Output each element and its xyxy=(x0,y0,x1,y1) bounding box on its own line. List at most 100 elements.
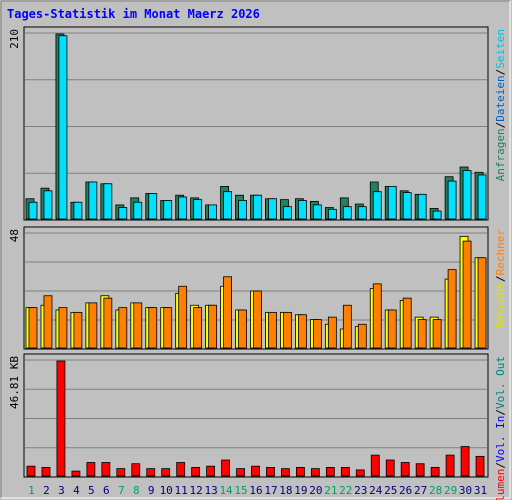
x-tick-label-day-27: 27 xyxy=(414,484,427,497)
x-tick-label-day-2: 2 xyxy=(43,484,50,497)
bar-rechner-day-23 xyxy=(357,323,367,349)
bar-dateien-day-4 xyxy=(73,201,83,220)
bar-rechner-day-30 xyxy=(462,240,472,349)
x-tick-label-day-14: 14 xyxy=(219,484,233,497)
panel-requests-legend: Anfragen/Dateien/Seiten xyxy=(494,29,507,181)
panel-volume-max-label: 46.81 KB xyxy=(8,356,21,409)
legend-entry-seiten: Seiten xyxy=(494,29,507,69)
bar-dateien-day-18 xyxy=(283,206,292,220)
legend-entry-rechner: Rechner xyxy=(494,229,507,276)
legend-separator: / xyxy=(494,275,507,282)
x-tick-label-day-3: 3 xyxy=(58,484,65,497)
bar-volumen-day-22 xyxy=(340,467,350,477)
bar-volumen-day-24 xyxy=(370,454,380,477)
bar-dateien-day-20 xyxy=(312,204,322,220)
x-tick-label-day-24: 24 xyxy=(369,484,383,497)
bar-volumen-day-17 xyxy=(266,467,275,477)
x-tick-label-day-12: 12 xyxy=(190,484,203,497)
x-tick-label-day-20: 20 xyxy=(309,484,322,497)
bar-volumen-day-18 xyxy=(281,468,290,477)
x-tick-label-day-22: 22 xyxy=(339,484,352,497)
bar-volumen-day-26 xyxy=(400,462,410,477)
bar-volumen-day-1 xyxy=(26,465,36,477)
bar-rechner-day-29 xyxy=(447,269,457,349)
bar-dateien-day-24 xyxy=(372,191,382,220)
bar-rechner-day-3 xyxy=(58,307,68,349)
bar-volumen-day-21 xyxy=(325,467,335,477)
bar-dateien-day-10 xyxy=(163,200,173,220)
bar-rechner-day-12 xyxy=(193,307,203,349)
bar-dateien-day-16 xyxy=(253,194,262,220)
bar-dateien-day-7 xyxy=(118,207,128,220)
bar-dateien-day-14 xyxy=(223,191,232,220)
legend-separator: / xyxy=(494,69,507,76)
x-tick-label-day-26: 26 xyxy=(399,484,412,497)
legend-entry-volout: Vol. Out xyxy=(494,356,507,409)
legend-entry-besuche: Besuche xyxy=(494,282,507,328)
bar-rechner-day-18 xyxy=(283,311,292,349)
bar-rechner-day-17 xyxy=(268,311,277,349)
bar-volumen-day-16 xyxy=(251,465,260,477)
x-tick-label-day-4: 4 xyxy=(73,484,80,497)
bar-volumen-day-20 xyxy=(310,468,320,477)
bar-volumen-day-28 xyxy=(430,467,440,477)
bar-dateien-day-17 xyxy=(268,198,277,220)
bar-dateien-day-28 xyxy=(432,210,442,220)
x-tick-label-day-15: 15 xyxy=(234,484,247,497)
bar-dateien-day-22 xyxy=(342,206,352,220)
bar-dateien-day-11 xyxy=(178,196,188,220)
x-tick-label-day-29: 29 xyxy=(444,484,457,497)
panel-visits-legend: Besuche/Rechner xyxy=(494,229,507,329)
bar-volumen-day-15 xyxy=(236,468,245,477)
x-tick-label-day-13: 13 xyxy=(204,484,217,497)
bar-volumen-day-23 xyxy=(355,469,365,477)
x-tick-label-day-9: 9 xyxy=(148,484,155,497)
bar-rechner-day-16 xyxy=(253,290,262,349)
bar-dateien-day-3 xyxy=(58,35,68,220)
x-tick-label-day-7: 7 xyxy=(118,484,125,497)
bar-rechner-day-15 xyxy=(238,309,247,349)
panel-visits-max-label: 48 xyxy=(8,229,21,242)
bar-rechner-day-28 xyxy=(432,319,442,349)
x-tick-label-day-30: 30 xyxy=(459,484,472,497)
bar-dateien-day-1 xyxy=(28,201,38,220)
bar-rechner-day-7 xyxy=(118,307,128,349)
bar-dateien-day-5 xyxy=(88,181,98,220)
x-tick-label-day-11: 11 xyxy=(175,484,188,497)
bar-dateien-day-23 xyxy=(357,206,367,220)
legend-separator: / xyxy=(494,462,507,469)
bar-volumen-day-6 xyxy=(101,462,111,477)
panel-requests-max-label: 210 xyxy=(8,29,21,49)
x-tick-label-day-31: 31 xyxy=(474,484,487,497)
legend-entry-anfragen: Anfragen xyxy=(494,128,507,181)
legend-entry-volumen: Volumen xyxy=(494,469,507,500)
bar-volumen-day-31 xyxy=(475,455,485,477)
bar-rechner-day-11 xyxy=(178,285,188,349)
bar-dateien-day-8 xyxy=(133,201,143,220)
x-tick-label-day-6: 6 xyxy=(103,484,110,497)
bar-volumen-day-19 xyxy=(296,467,305,477)
x-tick-label-day-17: 17 xyxy=(264,484,277,497)
bar-volumen-day-12 xyxy=(191,467,201,477)
bar-volumen-day-3 xyxy=(56,360,66,477)
legend-separator: / xyxy=(494,409,507,416)
bar-volumen-day-10 xyxy=(161,468,171,477)
bar-volumen-day-9 xyxy=(146,468,156,477)
legend-separator: / xyxy=(494,122,507,129)
bar-dateien-day-30 xyxy=(462,170,472,220)
bar-rechner-day-2 xyxy=(43,295,53,349)
bar-rechner-day-22 xyxy=(342,304,352,349)
bar-rechner-day-10 xyxy=(163,307,173,349)
bar-volumen-day-11 xyxy=(176,462,186,477)
x-tick-label-day-19: 19 xyxy=(294,484,307,497)
bar-volumen-day-2 xyxy=(41,467,51,477)
bar-dateien-day-26 xyxy=(402,192,412,220)
bar-volumen-day-4 xyxy=(71,470,81,477)
bar-volumen-day-27 xyxy=(415,463,425,477)
x-tick-label-day-10: 10 xyxy=(160,484,173,497)
bar-rechner-day-26 xyxy=(402,297,412,349)
bar-rechner-day-31 xyxy=(477,257,487,349)
bar-rechner-day-25 xyxy=(387,309,397,349)
x-tick-label-day-8: 8 xyxy=(133,484,140,497)
